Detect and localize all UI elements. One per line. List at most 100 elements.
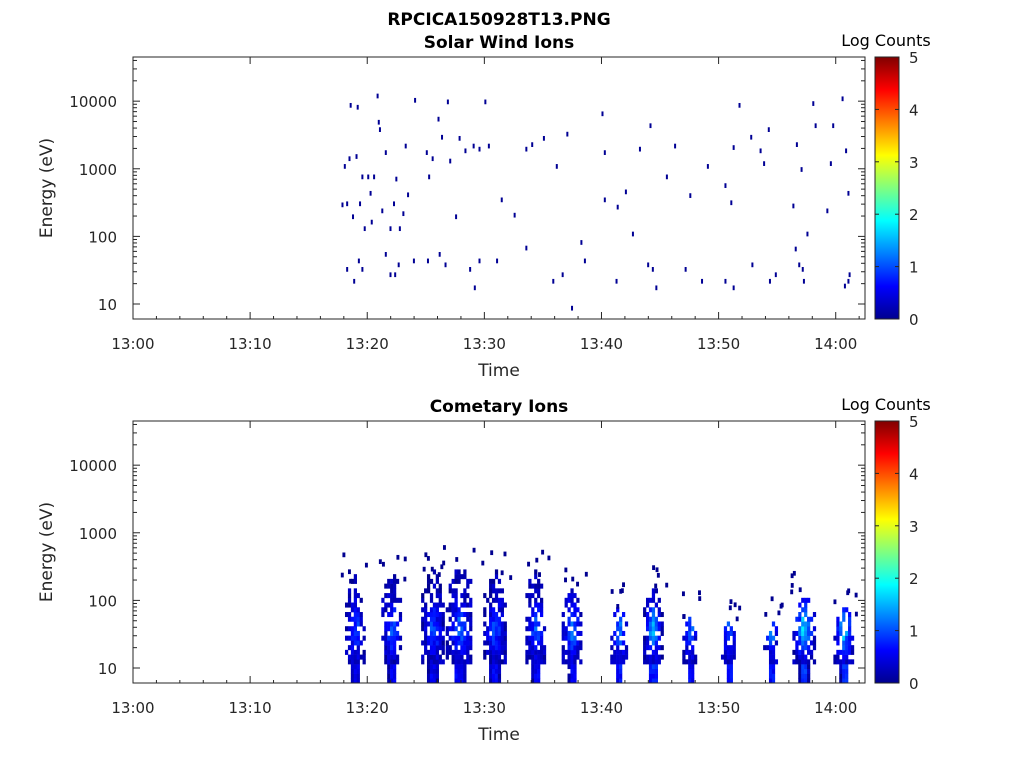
data-cell — [496, 258, 499, 264]
data-cell — [774, 272, 777, 278]
data-cell — [648, 664, 653, 670]
data-cell — [798, 654, 802, 660]
data-cell — [531, 659, 535, 665]
data-cell — [621, 649, 626, 655]
data-cell — [836, 649, 840, 655]
data-cell — [792, 630, 796, 636]
data-cell — [460, 602, 464, 608]
data-cell — [795, 649, 799, 655]
data-cell — [809, 649, 814, 655]
data-cell — [457, 654, 461, 660]
data-cell — [527, 561, 531, 567]
data-cell — [500, 659, 504, 665]
data-cell — [429, 654, 434, 660]
data-cell — [645, 597, 650, 603]
data-cell — [390, 583, 394, 589]
data-cell — [441, 640, 445, 646]
data-cell — [649, 123, 652, 129]
data-cell — [848, 649, 852, 655]
data-cell — [451, 588, 455, 594]
data-cell — [424, 626, 428, 632]
data-cell — [387, 645, 391, 651]
data-cell — [469, 621, 473, 627]
data-cell — [389, 226, 392, 232]
data-cell — [390, 626, 394, 632]
data-cell — [350, 635, 355, 641]
data-cell — [454, 574, 458, 580]
data-cell — [426, 578, 431, 584]
data-cell — [645, 612, 650, 618]
data-cell — [421, 597, 425, 603]
data-cell — [344, 626, 349, 632]
data-cell — [460, 640, 464, 646]
data-cell — [771, 673, 776, 679]
data-cell — [435, 659, 439, 665]
data-cell — [795, 142, 798, 147]
data-cell — [552, 278, 555, 284]
data-cell — [619, 654, 623, 660]
data-cell — [688, 649, 692, 655]
data-cell — [576, 640, 580, 646]
data-cell — [571, 305, 574, 311]
colorbar-tick-label: 0 — [909, 675, 919, 693]
data-cell — [381, 208, 384, 214]
data-cell — [503, 621, 507, 627]
data-cell — [768, 668, 773, 674]
data-cell — [613, 640, 617, 646]
data-cell — [804, 621, 808, 627]
data-cell — [437, 572, 441, 577]
data-cell — [441, 134, 444, 140]
data-cell — [579, 612, 583, 618]
data-cell — [393, 659, 397, 665]
data-cell — [491, 583, 496, 589]
data-cell — [732, 285, 735, 291]
data-cell — [807, 649, 811, 655]
data-cell — [729, 664, 733, 670]
data-cell — [771, 645, 776, 651]
data-cell — [537, 664, 541, 670]
data-cell — [486, 635, 490, 641]
data-cell — [770, 596, 774, 602]
data-cell — [460, 626, 464, 632]
data-cell — [573, 607, 577, 613]
data-cell — [457, 616, 461, 622]
data-cell — [390, 602, 394, 608]
data-cell — [651, 664, 656, 670]
data-cell — [537, 607, 541, 613]
data-cell — [654, 640, 658, 646]
data-cell — [469, 645, 473, 651]
data-cell — [610, 654, 614, 660]
data-cell — [445, 649, 449, 655]
data-cell — [847, 278, 850, 284]
data-cell — [384, 630, 388, 636]
data-cell — [356, 635, 360, 641]
data-cell — [429, 630, 434, 636]
data-cell — [807, 673, 811, 679]
data-cell — [457, 664, 461, 670]
data-cell — [370, 219, 373, 225]
data-cell — [561, 626, 565, 632]
data-cell — [657, 645, 661, 651]
data-cell — [457, 640, 461, 646]
data-cell — [387, 649, 391, 655]
data-cell — [651, 626, 656, 632]
data-cell — [537, 668, 541, 674]
data-cell — [729, 678, 733, 683]
data-cell — [567, 621, 571, 627]
data-cell — [654, 635, 658, 641]
data-cell — [390, 621, 394, 627]
data-cell — [489, 612, 493, 618]
data-cell — [398, 645, 403, 651]
data-cell — [353, 588, 357, 594]
data-cell — [353, 635, 357, 641]
data-cell — [795, 654, 799, 660]
data-cell — [542, 654, 547, 660]
data-cell — [341, 202, 344, 208]
data-cell — [621, 630, 626, 636]
data-cell — [651, 612, 656, 618]
data-cell — [768, 673, 773, 679]
data-cell — [460, 645, 464, 651]
data-cell — [494, 664, 499, 670]
data-cell — [421, 607, 425, 613]
data-cell — [531, 668, 535, 674]
